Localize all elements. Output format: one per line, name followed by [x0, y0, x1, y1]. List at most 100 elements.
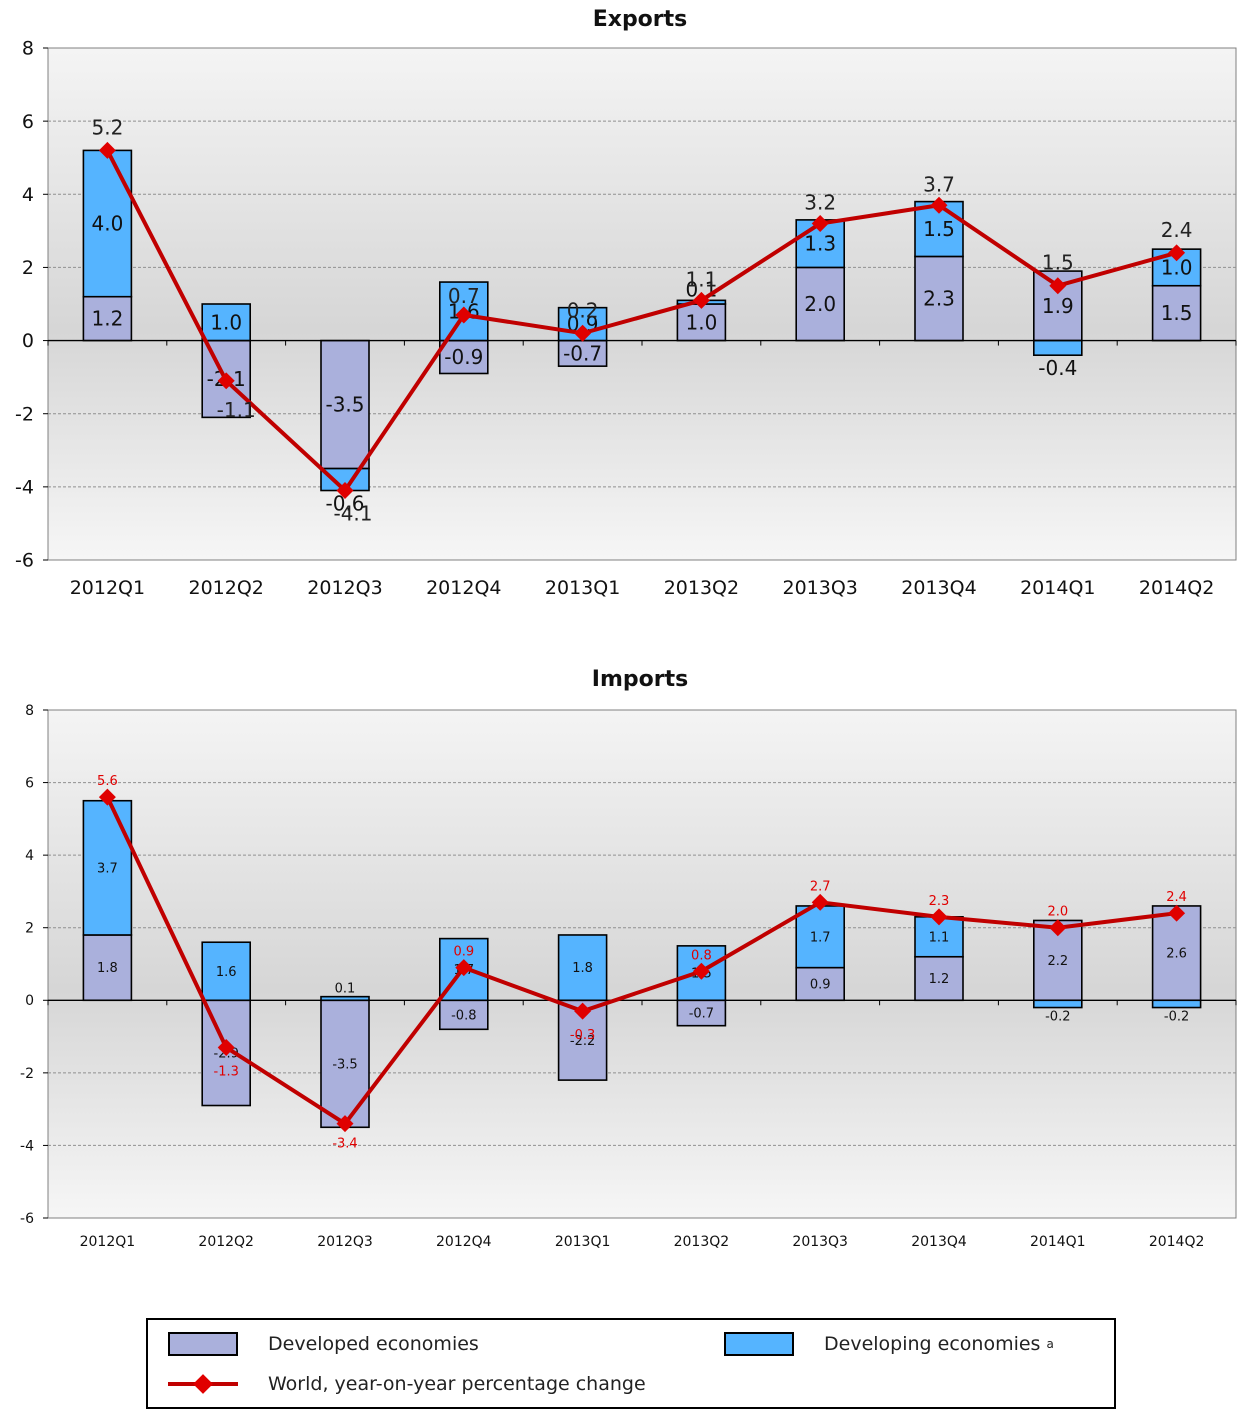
- y-tick-label: 0: [25, 993, 34, 1009]
- x-tick-label: 2012Q4: [426, 577, 501, 599]
- x-tick-label: 2012Q1: [70, 577, 145, 599]
- world-point: [455, 959, 473, 977]
- x-tick-label: 2012Q2: [198, 1234, 254, 1250]
- world-data-label: -0.3: [570, 1028, 595, 1043]
- legend-footnote-marker: a: [1046, 1337, 1054, 1351]
- bar-data-label: 0.9: [810, 978, 831, 993]
- legend-world-line-icon: [168, 1372, 238, 1396]
- exports-chart-svg: Exports -6 -4 -2 0 2 4 6 8 2012Q1 2012Q2 2012Q3 2012…: [15, 7, 1237, 599]
- y-tick-label: 8: [22, 38, 34, 60]
- legend-label-developed: Developed economies: [268, 1333, 479, 1355]
- bar-developing: [201, 303, 251, 342]
- world-data-label: -1.3: [214, 1064, 239, 1079]
- world-point: [930, 196, 948, 214]
- bar-data-label: 1.5: [1161, 301, 1193, 325]
- bar-data-label: 1.3: [804, 232, 836, 256]
- bar-data-label: -2.2: [570, 1034, 595, 1049]
- bar-data-label: -0.9: [444, 345, 483, 369]
- world-data-label: 0.7: [448, 284, 480, 308]
- y-tick-label: 2: [22, 257, 34, 279]
- bar-data-label: 2.0: [804, 292, 836, 316]
- world-point: [811, 893, 829, 911]
- x-tick-label: 2013Q4: [911, 1234, 967, 1250]
- y-tick-label: -4: [20, 1138, 34, 1154]
- bar-developed: [320, 339, 370, 470]
- x-tick-label: 2012Q2: [188, 577, 263, 599]
- world-point: [455, 306, 473, 324]
- world-point: [336, 482, 354, 499]
- bar-data-label: -0.7: [689, 1007, 714, 1022]
- x-tick-label: 2013Q3: [782, 577, 857, 599]
- bar-developed: [676, 303, 727, 342]
- bar-data-label: 2.6: [1166, 947, 1187, 962]
- y-tick-label: 0: [22, 330, 34, 352]
- exports-chart: Exports -6 -4 -2 0 2 4 6 8 2012Q1 2012Q2 2012Q3 2012…: [0, 0, 1240, 624]
- world-series-line: [105, 796, 1177, 1127]
- bar-data-label: -0.2: [1164, 1010, 1189, 1025]
- bar-data-label: 1.2: [929, 972, 950, 987]
- world-data-label: -3.4: [332, 1137, 357, 1152]
- legend: Developed economies Developing economies…: [146, 1318, 1116, 1409]
- x-tick-label: 2012Q3: [307, 577, 382, 599]
- bar-data-label: 1.5: [923, 217, 955, 241]
- y-tick-label: 4: [25, 848, 34, 864]
- bar-developing: [557, 934, 608, 1002]
- world-data-label: 2.7: [810, 879, 831, 894]
- legend-swatch-developing: [724, 1332, 794, 1356]
- world-data-label: 0.9: [453, 945, 474, 960]
- bar-developed: [82, 295, 133, 342]
- bar-developed: [914, 255, 964, 342]
- bar-developed: [914, 955, 964, 1002]
- legend-label-world: World, year-on-year percentage change: [268, 1373, 646, 1395]
- bar-data-label: 1.6: [216, 965, 237, 980]
- legend-item-developed: Developed economies: [168, 1332, 479, 1356]
- legend-swatch-developed: [168, 1332, 238, 1356]
- world-point: [692, 291, 710, 309]
- world-point: [98, 141, 116, 159]
- world-data-label: 5.2: [91, 115, 123, 139]
- bar-data-label: -0.2: [1045, 1010, 1070, 1025]
- world-data-label: 2.3: [929, 894, 950, 909]
- y-tick-label: 4: [22, 184, 34, 206]
- bar-developing: [1033, 339, 1083, 357]
- x-tick-label: 2014Q1: [1020, 577, 1095, 599]
- bar-data-label: 1.0: [210, 310, 242, 334]
- world-data-label: 3.2: [804, 191, 836, 215]
- x-tick-label: 2013Q3: [792, 1234, 848, 1250]
- x-tick-label: 2013Q2: [674, 1234, 730, 1250]
- world-point: [574, 1002, 592, 1020]
- bar-data-label: 1.9: [1042, 294, 1074, 318]
- bar-data-label: -3.5: [332, 1057, 357, 1072]
- bar-developed: [557, 339, 608, 367]
- x-tick-label: 2013Q2: [664, 577, 739, 599]
- y-tick-label: 6: [22, 111, 34, 133]
- bar-developing: [1151, 999, 1202, 1009]
- bar-data-label: 1.2: [91, 307, 123, 331]
- bar-data-label: 1.7: [810, 930, 831, 945]
- world-data-label: 1.1: [685, 267, 717, 291]
- world-data-label: 2.4: [1161, 218, 1193, 242]
- bar-data-label: 1.8: [97, 961, 118, 976]
- world-point: [1049, 919, 1067, 937]
- world-data-label: 3.7: [923, 172, 955, 196]
- world-data-label: 0.8: [691, 948, 712, 963]
- world-data-label: -4.1: [333, 502, 372, 526]
- world-data-label: -1.1: [217, 398, 256, 422]
- bar-data-label: 1.8: [572, 961, 593, 976]
- world-data-label: 2.4: [1166, 890, 1187, 905]
- chart-title: Exports: [593, 7, 688, 32]
- x-tick-label: 2012Q3: [317, 1234, 373, 1250]
- legend-label-developing: Developing economies: [824, 1333, 1041, 1355]
- bar-developed: [438, 339, 489, 375]
- world-series-line: [105, 149, 1178, 494]
- world-point: [692, 962, 710, 980]
- x-tick-label: 2014Q2: [1149, 1234, 1205, 1250]
- bar-developing: [82, 149, 133, 298]
- world-point: [217, 372, 235, 390]
- bar-data-label: 2.3: [923, 287, 955, 311]
- imports-chart: Imports -6 -4 -2 0 2 4 6 8 2012Q1 2012Q2 2012Q3 2012…: [0, 655, 1240, 1259]
- world-data-label: 5.6: [97, 774, 118, 789]
- bar-data-label: -0.8: [451, 1008, 476, 1023]
- bar-data-label: -0.4: [1038, 356, 1077, 380]
- y-tick-label: -4: [15, 477, 34, 499]
